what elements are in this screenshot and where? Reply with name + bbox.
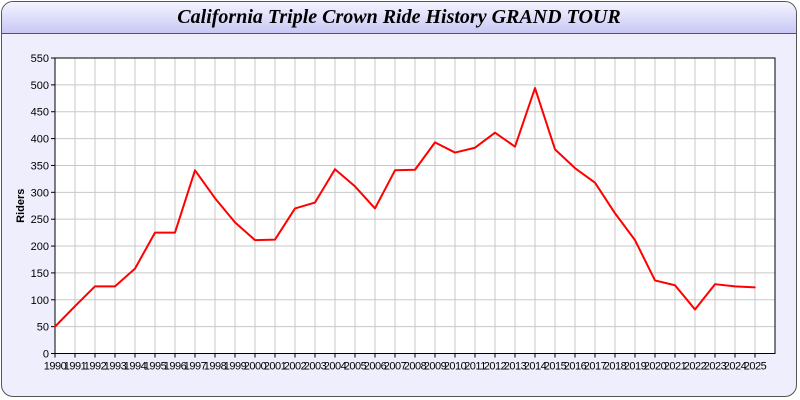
data-point xyxy=(174,231,176,234)
data-point xyxy=(114,285,116,288)
data-point xyxy=(494,131,496,134)
data-point xyxy=(254,239,256,241)
x-tick-label: 2017 xyxy=(584,361,607,373)
x-tick-label: 2019 xyxy=(624,361,647,373)
y-tick-label: 400 xyxy=(31,134,49,146)
data-point xyxy=(734,285,736,288)
y-tick-label: 200 xyxy=(31,241,49,253)
data-point xyxy=(294,207,296,210)
series-line xyxy=(54,87,756,328)
x-tick-label: 2022 xyxy=(684,361,707,373)
y-tick-label: 150 xyxy=(31,268,49,280)
y-axis-label: Riders xyxy=(15,189,27,223)
x-tick-label: 2025 xyxy=(744,361,767,373)
data-point xyxy=(714,283,716,285)
x-tick-label: 2018 xyxy=(604,361,627,373)
x-tick-label: 2009 xyxy=(424,361,447,373)
data-point xyxy=(754,286,756,289)
x-tick-label: 2006 xyxy=(364,361,387,373)
x-tick-label: 1992 xyxy=(84,361,107,373)
x-tick-label: 2012 xyxy=(484,361,507,373)
x-tick-label: 1993 xyxy=(104,361,127,373)
y-tick-label: 250 xyxy=(31,214,49,226)
data-point xyxy=(694,308,696,311)
y-tick-label: 100 xyxy=(31,295,49,307)
data-point xyxy=(534,87,536,89)
data-point xyxy=(214,197,216,200)
x-tick-label: 2005 xyxy=(344,361,367,373)
x-tick-label: 1997 xyxy=(184,361,207,373)
x-tick-label: 2008 xyxy=(404,361,427,373)
data-point xyxy=(414,168,416,171)
x-tick-label: 1998 xyxy=(204,361,227,373)
data-point xyxy=(334,168,336,171)
plot-border xyxy=(54,57,776,354)
y-tick-label: 0 xyxy=(43,349,49,361)
data-point xyxy=(394,169,396,172)
data-point xyxy=(574,167,576,169)
y-tick-label: 50 xyxy=(37,322,49,334)
data-point xyxy=(454,151,456,154)
x-tick-label: 2010 xyxy=(444,361,467,373)
y-tick-label: 300 xyxy=(31,187,49,199)
x-tick-label: 2023 xyxy=(704,361,727,373)
x-tick-label: 1995 xyxy=(144,361,167,373)
data-point xyxy=(274,238,276,241)
x-tick-label: 2021 xyxy=(664,361,687,373)
data-point xyxy=(434,141,436,144)
data-point xyxy=(474,146,476,149)
data-point xyxy=(134,267,136,270)
x-tick-label: 2007 xyxy=(384,361,407,373)
x-tick-label: 1991 xyxy=(64,361,87,373)
data-point xyxy=(54,325,56,328)
x-tick-label: 1994 xyxy=(124,361,147,373)
x-tick-label: 1999 xyxy=(224,361,247,373)
data-point xyxy=(554,148,556,151)
x-tick-label: 2014 xyxy=(524,361,547,373)
data-point xyxy=(654,279,656,282)
data-point xyxy=(594,181,596,184)
data-point xyxy=(634,239,636,241)
x-tick-label: 2013 xyxy=(504,361,527,373)
data-point xyxy=(154,231,156,234)
x-tick-label: 2002 xyxy=(284,361,307,373)
y-tick-label: 350 xyxy=(31,160,49,172)
x-tick-label: 2004 xyxy=(324,361,347,373)
x-tick-label: 2015 xyxy=(544,361,567,373)
x-tick-label: 2024 xyxy=(724,361,747,373)
data-point xyxy=(674,284,676,287)
y-tick-label: 500 xyxy=(31,80,49,92)
data-point xyxy=(234,221,236,224)
data-point xyxy=(194,169,196,172)
x-tick-label: 1996 xyxy=(164,361,187,373)
y-tick-label: 450 xyxy=(31,107,49,119)
x-tick-label: 2011 xyxy=(464,361,486,373)
x-tick-label: 2003 xyxy=(304,361,327,373)
x-tick-label: 2001 xyxy=(264,361,287,373)
data-point xyxy=(354,185,356,188)
data-point xyxy=(614,212,616,215)
y-tick-label: 550 xyxy=(31,53,49,65)
x-tick-label: 2020 xyxy=(644,361,667,373)
data-point xyxy=(374,207,376,210)
x-tick-label: 1990 xyxy=(44,361,67,373)
x-tick-label: 2016 xyxy=(564,361,587,373)
chart-title: California Triple Crown Ride History GRA… xyxy=(177,6,621,28)
data-point xyxy=(74,305,76,308)
data-point xyxy=(94,285,96,288)
title-bar: California Triple Crown Ride History GRA… xyxy=(2,2,796,34)
x-tick-label: 2000 xyxy=(244,361,267,373)
data-point xyxy=(514,145,516,148)
data-point xyxy=(314,201,316,204)
